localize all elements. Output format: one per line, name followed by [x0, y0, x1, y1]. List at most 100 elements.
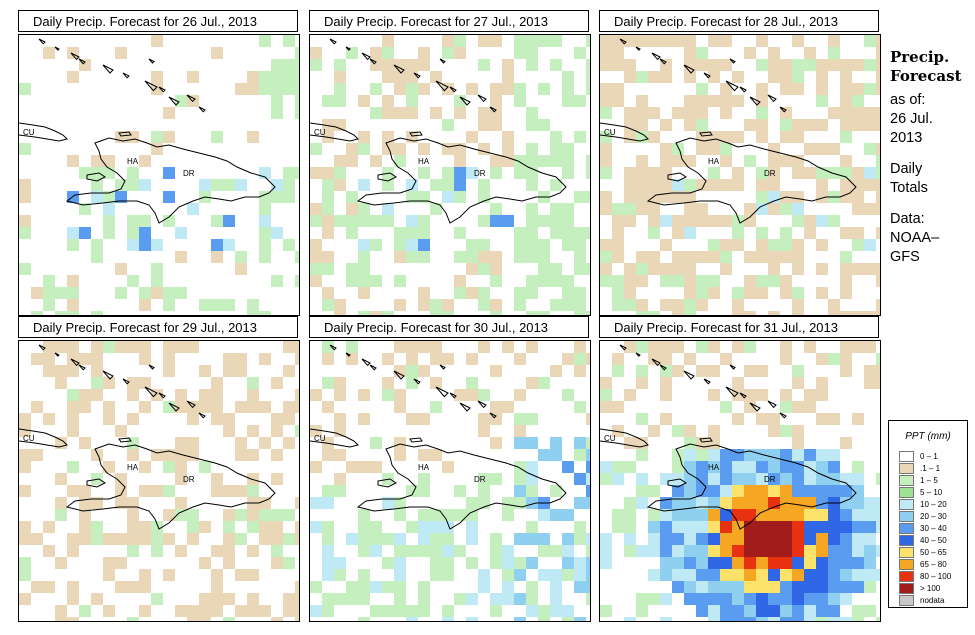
precip-cell — [720, 83, 732, 95]
precip-cell — [322, 119, 334, 131]
precip-cell — [67, 239, 79, 251]
precip-cell — [586, 155, 590, 167]
precip-cell — [562, 155, 574, 167]
bahamas-island — [725, 80, 739, 92]
precip-cell — [864, 167, 876, 179]
precip-cell — [828, 167, 840, 179]
country-label-dr: DR — [474, 169, 486, 178]
precip-cell — [624, 509, 636, 521]
precip-cell — [139, 533, 151, 545]
precip-cell — [852, 545, 864, 557]
country-label-dr: DR — [764, 169, 776, 178]
precip-cell — [394, 557, 406, 569]
precip-cell — [816, 533, 828, 545]
precip-cell — [792, 71, 804, 83]
precip-cell — [370, 605, 382, 617]
precip-cell — [199, 365, 211, 377]
precip-cell — [708, 557, 720, 569]
precip-cell — [876, 497, 880, 509]
precip-cell — [816, 95, 828, 107]
precip-cell — [780, 275, 792, 287]
precip-cell — [67, 341, 79, 353]
precip-cell — [283, 557, 295, 569]
precip-cell — [502, 215, 514, 227]
precip-cell — [127, 509, 139, 521]
precip-cell — [876, 167, 880, 179]
precip-cell — [271, 107, 283, 119]
precip-cell — [684, 521, 696, 533]
precip-cell — [127, 131, 139, 143]
precip-cell — [648, 545, 660, 557]
precip-cell — [864, 119, 876, 131]
precip-cell — [271, 617, 283, 621]
bahamas-island — [186, 94, 196, 103]
precip-cell — [744, 593, 756, 605]
precip-cell — [624, 287, 636, 299]
precip-cell — [660, 353, 672, 365]
precip-cell — [502, 545, 514, 557]
precip-cell — [127, 533, 139, 545]
precip-cell — [792, 35, 804, 47]
precip-cell — [732, 485, 744, 497]
precip-cell — [67, 485, 79, 497]
precip-cell — [768, 533, 780, 545]
precip-cell — [91, 311, 103, 315]
precip-cell — [115, 533, 127, 545]
precip-cell — [684, 299, 696, 311]
precip-cell — [514, 497, 526, 509]
precip-cell — [876, 311, 880, 315]
precip-cell — [394, 569, 406, 581]
precip-cell — [283, 59, 295, 71]
precip-cell — [756, 83, 768, 95]
precip-cell — [672, 569, 684, 581]
precip-cell — [283, 605, 295, 617]
precip-cell — [840, 353, 852, 365]
precip-cell — [466, 251, 478, 263]
precip-cell — [418, 521, 430, 533]
precip-cell — [708, 275, 720, 287]
precip-cell — [636, 545, 648, 557]
precip-cell — [876, 179, 880, 191]
precip-cell — [211, 131, 223, 143]
bahamas-island — [369, 58, 377, 65]
precip-cell — [792, 485, 804, 497]
precip-cell — [636, 605, 648, 617]
precip-cell — [792, 83, 804, 95]
bahamas-island — [70, 358, 80, 367]
precip-cell — [115, 473, 127, 485]
bahamas-island — [158, 86, 166, 93]
precip-cell — [310, 521, 322, 533]
bahamas-island — [767, 400, 777, 409]
precip-cell — [828, 47, 840, 59]
precip-cell — [636, 311, 648, 315]
precip-cell — [151, 533, 163, 545]
precip-cell — [358, 131, 370, 143]
precip-cell — [780, 569, 792, 581]
precip-cell — [478, 263, 490, 275]
precip-cell — [744, 521, 756, 533]
precip-grid — [600, 341, 880, 621]
legend-swatch — [899, 523, 914, 534]
precip-cell — [526, 203, 538, 215]
precip-cell — [780, 401, 792, 413]
precip-cell — [430, 401, 442, 413]
precip-cell — [79, 353, 91, 365]
precip-cell — [454, 107, 466, 119]
precip-cell — [864, 263, 876, 275]
precip-cell — [684, 107, 696, 119]
precip-cell — [334, 425, 346, 437]
bahamas-island — [489, 106, 497, 113]
precip-cell — [43, 413, 55, 425]
precip-cell — [586, 473, 590, 485]
precip-cell — [418, 143, 430, 155]
precip-cell — [828, 35, 840, 47]
bahamas-island — [122, 378, 130, 385]
precip-cell — [708, 215, 720, 227]
precip-cell — [538, 533, 550, 545]
precip-cell — [816, 509, 828, 521]
precip-cell — [720, 497, 732, 509]
precip-cell — [876, 545, 880, 557]
precip-cell — [852, 107, 864, 119]
precip-cell — [586, 569, 590, 581]
